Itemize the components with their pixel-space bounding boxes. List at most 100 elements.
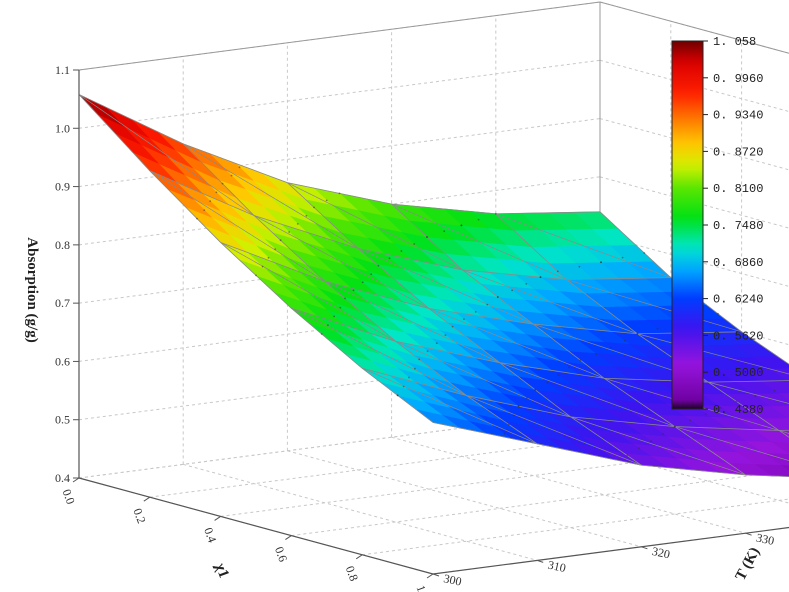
contour-dot bbox=[754, 395, 757, 397]
y-tick-label: 310 bbox=[547, 558, 568, 575]
colorbar-label: 0. 8720 bbox=[713, 145, 763, 159]
contour-dot bbox=[512, 414, 515, 417]
mesh-line bbox=[362, 367, 538, 445]
mesh-line bbox=[391, 203, 746, 476]
contour-dot bbox=[215, 191, 218, 194]
contour-dot bbox=[508, 423, 510, 426]
contour-dot bbox=[557, 374, 560, 376]
mesh-line bbox=[708, 381, 789, 404]
contour-dot bbox=[704, 413, 707, 415]
contour-dot bbox=[261, 265, 264, 268]
x-tick bbox=[72, 477, 80, 483]
grid-line bbox=[391, 436, 746, 534]
contour-dot bbox=[388, 257, 391, 260]
contour-dot bbox=[717, 312, 719, 315]
colorbar-label: 0. 5620 bbox=[713, 329, 763, 343]
grid-line bbox=[78, 59, 601, 129]
mesh-line bbox=[291, 307, 467, 396]
x-tick-label: 0.4 bbox=[201, 526, 219, 545]
grid-line bbox=[362, 498, 789, 556]
mesh-line bbox=[462, 269, 638, 335]
z-tick-label: 0.7 bbox=[55, 296, 70, 310]
contour-dot bbox=[221, 182, 224, 185]
y-axis-title: T (K) bbox=[733, 545, 764, 584]
y-axis-line bbox=[432, 526, 789, 575]
contour-dot bbox=[279, 239, 282, 242]
grid-line bbox=[599, 118, 789, 171]
colorbar-label: 0. 4380 bbox=[713, 403, 763, 417]
mesh-line bbox=[149, 170, 671, 281]
y-tick bbox=[432, 573, 440, 577]
contour-dot bbox=[320, 333, 323, 335]
contour-dot bbox=[305, 214, 308, 217]
x-tick bbox=[355, 554, 363, 560]
mesh-line bbox=[391, 203, 567, 280]
contour-dot bbox=[426, 350, 429, 353]
contour-dot bbox=[400, 250, 403, 252]
mesh-line bbox=[432, 422, 789, 477]
contour-dot bbox=[435, 342, 438, 345]
mesh-line bbox=[287, 182, 463, 271]
mesh-line bbox=[220, 242, 396, 342]
contour-dot bbox=[539, 276, 542, 279]
contour-dot bbox=[238, 166, 241, 169]
mesh-line bbox=[182, 143, 538, 445]
frame-edge bbox=[78, 1, 601, 71]
contour-dot bbox=[444, 334, 447, 336]
colorbar-label: 0. 8100 bbox=[713, 182, 763, 196]
mesh-line bbox=[358, 248, 534, 325]
z-tick-label: 1.1 bbox=[55, 63, 70, 77]
contour-dot bbox=[267, 256, 270, 259]
x-tick-label: 1.0 bbox=[414, 583, 432, 592]
contour-dot bbox=[327, 324, 329, 327]
contour-dot bbox=[313, 206, 315, 209]
contour-dot bbox=[621, 256, 624, 259]
grid-line bbox=[599, 176, 789, 229]
colorbar: 1. 058 0. 9960 0. 9340 0. 8720 0. 8100 0. 748… bbox=[671, 35, 763, 417]
mesh-line bbox=[220, 242, 742, 335]
contour-dot bbox=[477, 218, 480, 221]
contour-dot bbox=[463, 318, 465, 321]
frame-edge bbox=[599, 1, 789, 54]
z-tick-label: 0.8 bbox=[55, 238, 70, 252]
grid-line bbox=[599, 234, 789, 287]
contour-dot bbox=[526, 397, 528, 399]
x-tick bbox=[426, 573, 434, 579]
contour-dot bbox=[643, 252, 646, 254]
mesh-line bbox=[566, 279, 742, 333]
contour-dot bbox=[673, 425, 676, 428]
grid-line bbox=[183, 463, 538, 561]
mesh-line bbox=[395, 340, 571, 418]
colorbar-bar bbox=[671, 40, 704, 410]
contour-dot bbox=[578, 265, 581, 268]
contour-dot bbox=[418, 358, 421, 361]
grid-line bbox=[291, 470, 789, 537]
z-tick-label: 0.5 bbox=[55, 413, 70, 427]
contour-dot bbox=[361, 281, 364, 284]
contour-dot bbox=[396, 394, 399, 397]
y-tick bbox=[745, 532, 752, 536]
mesh-line bbox=[499, 362, 675, 427]
contour-dot bbox=[689, 419, 692, 422]
contour-dot bbox=[460, 224, 463, 227]
mesh-line bbox=[674, 426, 789, 462]
contour-dot bbox=[333, 315, 335, 318]
contour-dot bbox=[338, 192, 341, 195]
contour-dot bbox=[610, 346, 612, 349]
y-tick bbox=[537, 559, 544, 563]
grid-line bbox=[432, 527, 789, 575]
contour-dot bbox=[339, 306, 342, 309]
contour-dot bbox=[656, 327, 659, 330]
mesh-line bbox=[428, 308, 605, 379]
contour-dot bbox=[196, 217, 198, 220]
z-tick-label: 0.4 bbox=[55, 471, 70, 485]
mesh-line bbox=[599, 211, 789, 365]
contour-dot bbox=[209, 200, 212, 203]
y-tick-label: 330 bbox=[755, 530, 776, 547]
contour-dot bbox=[636, 332, 639, 335]
contour-dot bbox=[370, 273, 373, 276]
contour-dot bbox=[600, 261, 602, 264]
contour-dot bbox=[413, 243, 416, 245]
z-tick-label: 0.6 bbox=[55, 354, 70, 368]
